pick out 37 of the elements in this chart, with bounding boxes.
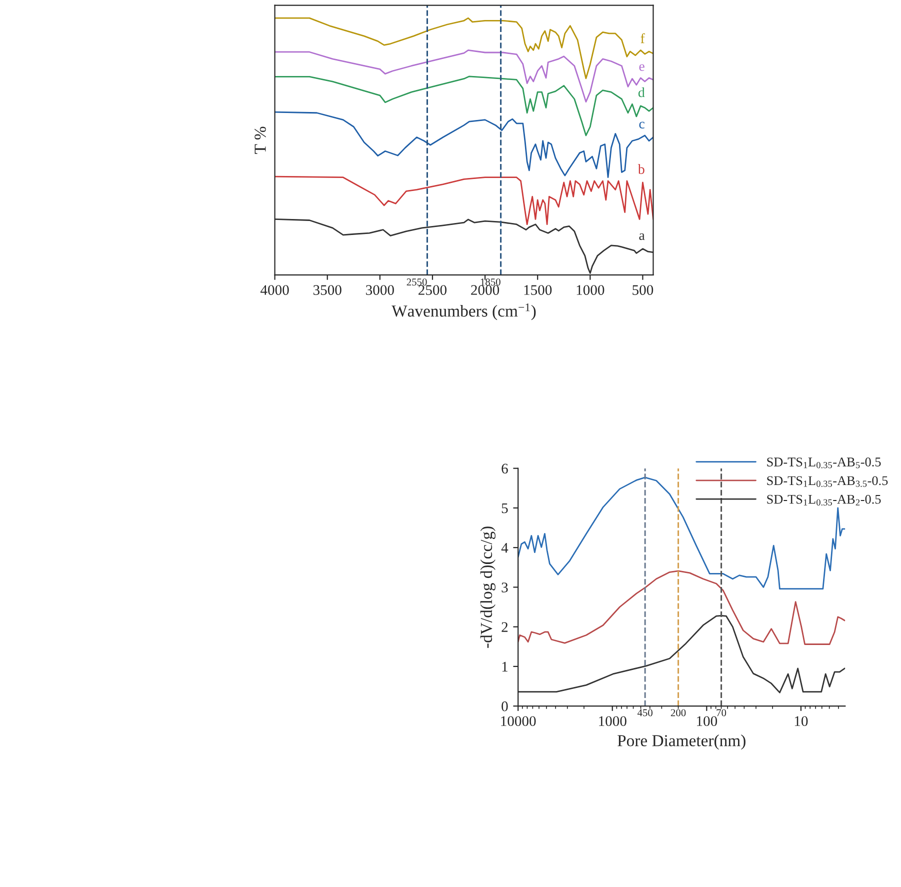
y-tick-label: 3 xyxy=(502,582,508,592)
ref-line-label: 70 xyxy=(716,709,726,716)
y-axis-title: T % xyxy=(254,126,266,154)
y-tick-label: 4 xyxy=(501,543,508,553)
series-label: e xyxy=(639,64,644,71)
legend-label: SD-TS$_{1}$L$_{0.35}$-AB$_{5}$-0.5 xyxy=(767,458,881,468)
series-label: a xyxy=(639,233,645,240)
series-label: f xyxy=(640,33,645,44)
y-tick-label: 6 xyxy=(502,464,508,474)
y-tick-label: 0 xyxy=(502,701,508,712)
legend-label: SD-TS$_{1}$L$_{0.35}$-AB$_{2}$-0.5 xyxy=(767,494,881,506)
x-tick-label: 4000 xyxy=(260,285,289,295)
x-axis-title: Wavenumbers (cm$^{−1}$) xyxy=(392,303,536,320)
series-label: b xyxy=(638,164,644,174)
x-axis-title: Pore Diameter(nm) xyxy=(618,734,746,750)
x-tick-label: 10000 xyxy=(501,716,536,726)
x-tick-label: 1500 xyxy=(524,285,552,295)
ref-line-label: 1850 xyxy=(480,278,500,286)
x-tick-label: 1000 xyxy=(599,716,626,726)
y-tick-label: 2 xyxy=(502,622,508,632)
x-tick-label: 10 xyxy=(794,716,808,726)
series-label: d xyxy=(638,87,645,98)
ref-line-label: 450 xyxy=(637,709,652,716)
x-tick-label: 2000 xyxy=(471,285,500,295)
series-label: c xyxy=(639,122,644,128)
ref-line-label: 2550 xyxy=(406,278,427,286)
x-tick-label: 3000 xyxy=(366,285,394,295)
ref-line-label: 200 xyxy=(670,709,686,716)
y-axis-title: -dV/d(log d)(cc/g) xyxy=(480,526,496,648)
y-tick-label: 1 xyxy=(502,662,508,672)
x-tick-label: 100 xyxy=(697,716,718,726)
x-tick-label: 3500 xyxy=(313,285,342,295)
x-tick-label: 1000 xyxy=(576,285,604,295)
legend-label: SD-TS$_{1}$L$_{0.35}$-AB$_{3.5}$-0.5 xyxy=(767,476,888,487)
x-tick-label: 500 xyxy=(632,285,654,295)
x-tick-label: 2500 xyxy=(418,285,447,295)
y-tick-label: 5 xyxy=(502,503,508,514)
